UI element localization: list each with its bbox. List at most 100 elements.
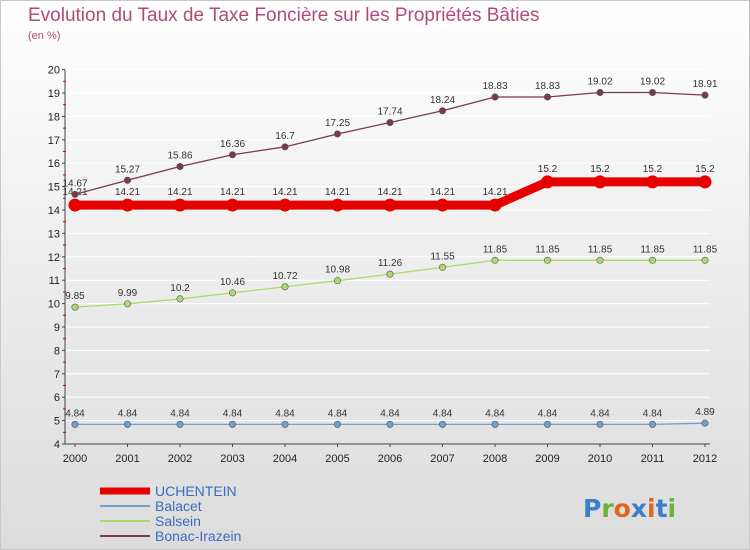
data-point	[596, 420, 604, 428]
data-label: 10.98	[325, 265, 350, 276]
y-tick-label: 14	[48, 205, 60, 217]
y-tick-label: 9	[54, 322, 60, 334]
data-point	[438, 263, 446, 271]
data-label: 14.21	[167, 187, 192, 198]
data-point	[541, 175, 554, 189]
x-tick-label: 2003	[220, 453, 244, 465]
data-point	[124, 176, 132, 184]
y-tick-label: 19	[48, 88, 60, 100]
data-point	[648, 256, 656, 264]
data-label: 4.89	[695, 407, 715, 418]
data-point	[648, 420, 656, 428]
data-point	[229, 420, 237, 428]
data-point	[646, 175, 659, 189]
data-point	[331, 198, 344, 212]
data-point	[333, 420, 341, 428]
data-label: 15.2	[695, 164, 715, 175]
data-label: 11.85	[693, 244, 718, 255]
data-label: 15.2	[538, 164, 558, 175]
data-label: 4.84	[65, 408, 85, 419]
x-tick-label: 2000	[63, 453, 87, 465]
data-point	[491, 420, 499, 428]
data-label: 4.84	[223, 408, 243, 419]
data-label: 10.46	[220, 277, 245, 288]
data-label: 10.2	[170, 283, 190, 294]
y-tick-label: 20	[48, 65, 60, 77]
y-tick-label: 7	[54, 369, 60, 381]
data-label: 10.72	[272, 271, 297, 282]
data-label: 17.25	[325, 118, 350, 129]
data-point	[701, 256, 709, 264]
y-tick-label: 8	[54, 345, 60, 357]
x-tick-label: 2007	[430, 453, 454, 465]
data-label: 4.84	[538, 408, 558, 419]
data-point	[648, 89, 656, 97]
data-label: 16.36	[220, 139, 245, 150]
data-label: 16.7	[275, 131, 295, 142]
y-tick-label: 15	[48, 182, 60, 194]
data-label: 14.67	[62, 178, 87, 189]
data-label: 17.74	[377, 106, 402, 117]
data-point	[176, 295, 184, 303]
data-label: 4.84	[433, 408, 453, 419]
data-point	[383, 198, 397, 212]
data-point	[386, 118, 394, 126]
chart-title: Evolution du Taux de Taxe Foncière sur l…	[28, 5, 540, 26]
data-point	[229, 289, 237, 297]
data-point	[596, 256, 604, 264]
data-point	[386, 270, 394, 278]
data-point	[543, 93, 551, 101]
data-point	[593, 175, 607, 189]
data-label: 4.84	[170, 408, 190, 419]
x-tick-label: 2009	[535, 453, 559, 465]
data-label: 14.21	[482, 187, 507, 198]
data-point	[121, 198, 134, 212]
y-tick-label: 4	[54, 439, 60, 451]
data-point	[68, 198, 82, 212]
x-tick-label: 2010	[588, 453, 612, 465]
legend-label-bonac-irazein: Bonac-Irazein	[155, 528, 241, 544]
data-point	[124, 300, 132, 308]
data-label: 14.21	[115, 187, 140, 198]
unit-label: (en %)	[28, 30, 61, 42]
data-label: 18.24	[430, 95, 455, 106]
y-tick-label: 12	[48, 252, 60, 264]
data-label: 4.84	[328, 408, 348, 419]
data-label: 4.84	[485, 408, 505, 419]
y-tick-label: 6	[54, 392, 60, 404]
x-tick-label: 2011	[641, 453, 665, 465]
data-point	[488, 198, 502, 212]
x-tick-label: 2001	[115, 453, 139, 465]
data-label: 15.86	[167, 150, 192, 161]
data-label: 14.21	[377, 187, 402, 198]
data-label: 19.02	[640, 77, 665, 88]
data-label: 11.55	[430, 251, 455, 262]
data-label: 18.91	[692, 79, 717, 90]
data-point	[438, 107, 446, 115]
y-tick-label: 16	[48, 158, 60, 170]
y-tick-label: 13	[48, 228, 60, 240]
y-tick-label: 17	[48, 135, 60, 147]
data-point	[701, 419, 709, 427]
data-point	[436, 198, 449, 212]
y-tick-label: 18	[48, 111, 60, 123]
data-point	[543, 256, 551, 264]
data-label: 4.84	[643, 408, 663, 419]
legend-label-uchentein: UCHENTEIN	[155, 483, 237, 499]
data-label: 18.83	[535, 81, 560, 92]
data-point	[701, 91, 709, 99]
legend-label-balacet: Balacet	[155, 498, 202, 514]
x-tick-label: 2008	[483, 453, 507, 465]
data-label: 11.85	[588, 244, 613, 255]
data-point	[176, 420, 184, 428]
data-point	[386, 420, 394, 428]
data-point	[333, 130, 341, 138]
data-label: 9.99	[118, 288, 138, 299]
data-point	[173, 198, 187, 212]
data-point	[281, 143, 289, 151]
data-label: 19.02	[587, 77, 612, 88]
data-label: 9.85	[65, 291, 85, 302]
proxiti-logo: Proxiti	[583, 494, 676, 523]
